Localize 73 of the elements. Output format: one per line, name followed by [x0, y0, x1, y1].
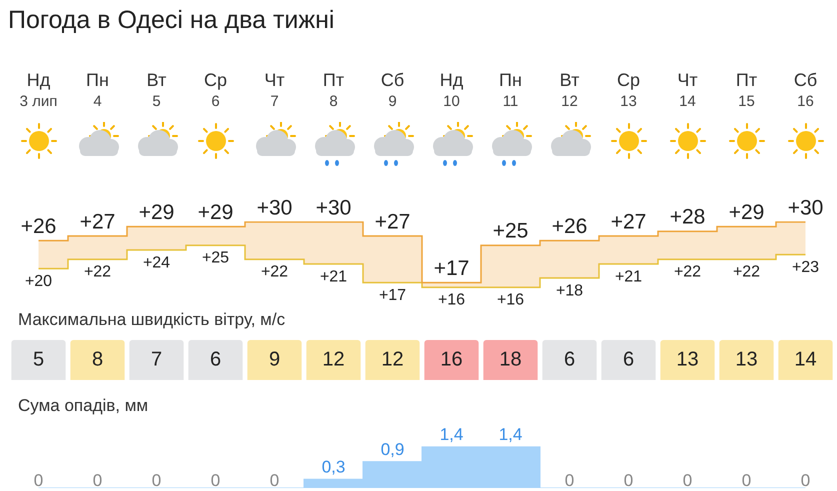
category-label: Вт 5 [146, 70, 166, 110]
data-label: +27 [610, 210, 646, 234]
data-label: 13 [676, 348, 699, 371]
category-label: Ср 6 [204, 70, 227, 110]
data-label: 13 [735, 348, 758, 371]
data-label: 12 [381, 348, 404, 371]
data-label: 0,3 [322, 457, 346, 476]
data-label: +26 [20, 214, 56, 238]
data-label: +17 [434, 256, 470, 280]
data-label: +25 [202, 250, 230, 267]
data-label: 0 [800, 471, 810, 490]
data-label: +21 [320, 268, 348, 286]
data-label: 6 [564, 348, 576, 371]
data-label: +20 [24, 273, 52, 290]
chart-title: Погода в Одесі на два тижні [8, 6, 334, 35]
data-label: 12 [322, 348, 345, 371]
data-label: 0 [270, 471, 280, 490]
data-label: 0 [152, 471, 162, 490]
category-label: Чт 7 [264, 70, 285, 110]
text: Максимальна швидкість вітру, м/с [18, 310, 286, 330]
data-label: 0 [210, 471, 220, 490]
data-label: +30 [788, 196, 824, 220]
data-label: 1,4 [498, 425, 522, 444]
data-label: +28 [670, 206, 706, 229]
data-label: 0 [742, 471, 752, 490]
data-label: 16 [440, 348, 463, 371]
data-label: +29 [728, 200, 764, 224]
category-label: Пт 15 [736, 70, 758, 110]
data-label: +18 [556, 282, 584, 300]
data-label: +29 [198, 200, 234, 224]
chart-title: Сума опадів, мм [18, 396, 148, 416]
data-label: 7 [150, 348, 162, 371]
data-label: 1,4 [440, 425, 464, 444]
category-label: Сб 9 [380, 70, 404, 110]
data-label: +24 [142, 254, 170, 272]
data-label: +25 [492, 220, 528, 243]
data-label: +29 [138, 200, 174, 224]
data-label: +21 [614, 268, 642, 286]
data-label: +17 [378, 287, 406, 304]
data-label: +26 [552, 214, 588, 238]
data-label: +27 [80, 210, 116, 234]
data-label: 0 [92, 471, 102, 490]
data-label: 8 [92, 348, 104, 371]
data-label: +22 [732, 264, 760, 281]
category-label: Чт 14 [677, 70, 698, 110]
category-label: Вт 12 [560, 70, 580, 110]
data-label: 9 [268, 348, 280, 371]
data-label: 14 [794, 348, 817, 371]
data-label: +30 [316, 196, 352, 220]
data-label: 0 [34, 471, 44, 490]
category-label: Пт 8 [322, 70, 344, 110]
data-label: 0 [564, 471, 574, 490]
data-label: 0 [682, 471, 692, 490]
data-label: +27 [374, 210, 410, 234]
data-label: +16 [438, 292, 466, 309]
data-label: +22 [84, 264, 112, 281]
data-label: +22 [674, 264, 702, 281]
category-label: Нд 10 [440, 70, 464, 110]
category-label: Нд 3 лип [20, 70, 58, 110]
category-label: Пн 4 [86, 70, 109, 110]
data-label: 0 [624, 471, 634, 490]
data-label: +16 [496, 292, 524, 309]
data-label: 0,9 [380, 440, 404, 459]
data-label: 18 [499, 348, 522, 371]
category-label: Сб 16 [794, 70, 818, 110]
data-label: 5 [32, 348, 44, 371]
data-label: +22 [260, 264, 288, 281]
data-label: +23 [792, 259, 820, 276]
category-label: Пн 11 [499, 70, 522, 110]
data-label: 6 [210, 348, 222, 371]
data-label: 6 [622, 348, 634, 371]
data-label: +30 [256, 196, 292, 220]
category-label: Ср 13 [616, 70, 640, 110]
